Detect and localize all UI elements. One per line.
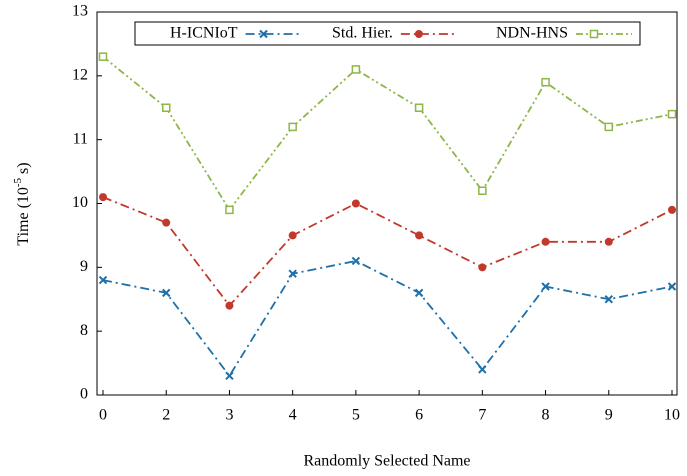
plot-frame: [96, 11, 678, 396]
data-point: [478, 365, 487, 374]
x-tick-label: 0: [99, 407, 107, 424]
data-point: [541, 237, 550, 246]
x-tick-label: 5: [352, 407, 360, 424]
y-label-exp: -5: [12, 177, 24, 187]
x-tick-label: 2: [162, 407, 170, 424]
x-tick-label: 7: [478, 407, 486, 424]
data-point: [541, 77, 550, 87]
x-tick-label: 3: [225, 407, 233, 424]
y-label-unit: s): [15, 162, 32, 178]
data-point: [541, 282, 550, 291]
y-tick-label: 8: [80, 322, 88, 339]
legend-marker: [589, 29, 599, 39]
data-point: [162, 288, 171, 298]
series-line: [102, 196, 673, 308]
y-tick-label: 9: [80, 258, 88, 275]
data-point: [162, 218, 171, 227]
data-point: [98, 275, 108, 285]
legend-marker: [259, 29, 268, 39]
series-line: [102, 55, 673, 212]
data-point: [604, 237, 613, 246]
data-point: [604, 295, 613, 304]
data-point: [478, 186, 487, 195]
data-point: [667, 282, 677, 291]
data-point: [604, 122, 614, 132]
y-tick-label: 12: [72, 67, 88, 84]
data-point: [414, 288, 424, 298]
y-tick-label: 13: [72, 3, 88, 20]
x-axis-label: Randomly Selected Name: [303, 453, 470, 470]
data-point: [351, 199, 360, 208]
data-point: [288, 122, 297, 132]
y-tick-label: 11: [73, 130, 88, 147]
data-point: [668, 205, 676, 214]
data-point: [288, 269, 297, 278]
x-tick-label: 8: [542, 407, 550, 424]
data-point: [351, 65, 361, 74]
y-tick-label: 0: [80, 386, 88, 403]
legend-label: NDN-HNS: [496, 25, 568, 42]
data-point: [225, 371, 234, 381]
data-point: [161, 103, 171, 112]
y-tick-label: 10: [72, 194, 88, 211]
data-point: [99, 193, 107, 202]
y-axis-label: Time (10-5 s): [12, 162, 32, 245]
data-point: [98, 52, 108, 61]
data-point: [225, 205, 234, 215]
legend-marker: [414, 30, 423, 38]
series-line: [102, 260, 673, 378]
x-tick-label: 4: [289, 407, 297, 424]
data-point: [225, 301, 234, 310]
data-point: [351, 256, 361, 266]
x-tick-label: 6: [415, 407, 423, 424]
legend-label: Std. Hier.: [332, 25, 393, 42]
data-point: [288, 231, 297, 240]
legend-label: H-ICNIoT: [170, 25, 238, 42]
y-label-main: Time (10: [15, 187, 32, 246]
data-point: [478, 263, 487, 272]
legend-box: [134, 21, 641, 46]
data-point: [667, 109, 677, 119]
x-tick-label: 10: [664, 407, 680, 424]
x-tick-label: 9: [605, 407, 613, 424]
data-point: [415, 231, 424, 240]
data-point: [414, 103, 424, 112]
